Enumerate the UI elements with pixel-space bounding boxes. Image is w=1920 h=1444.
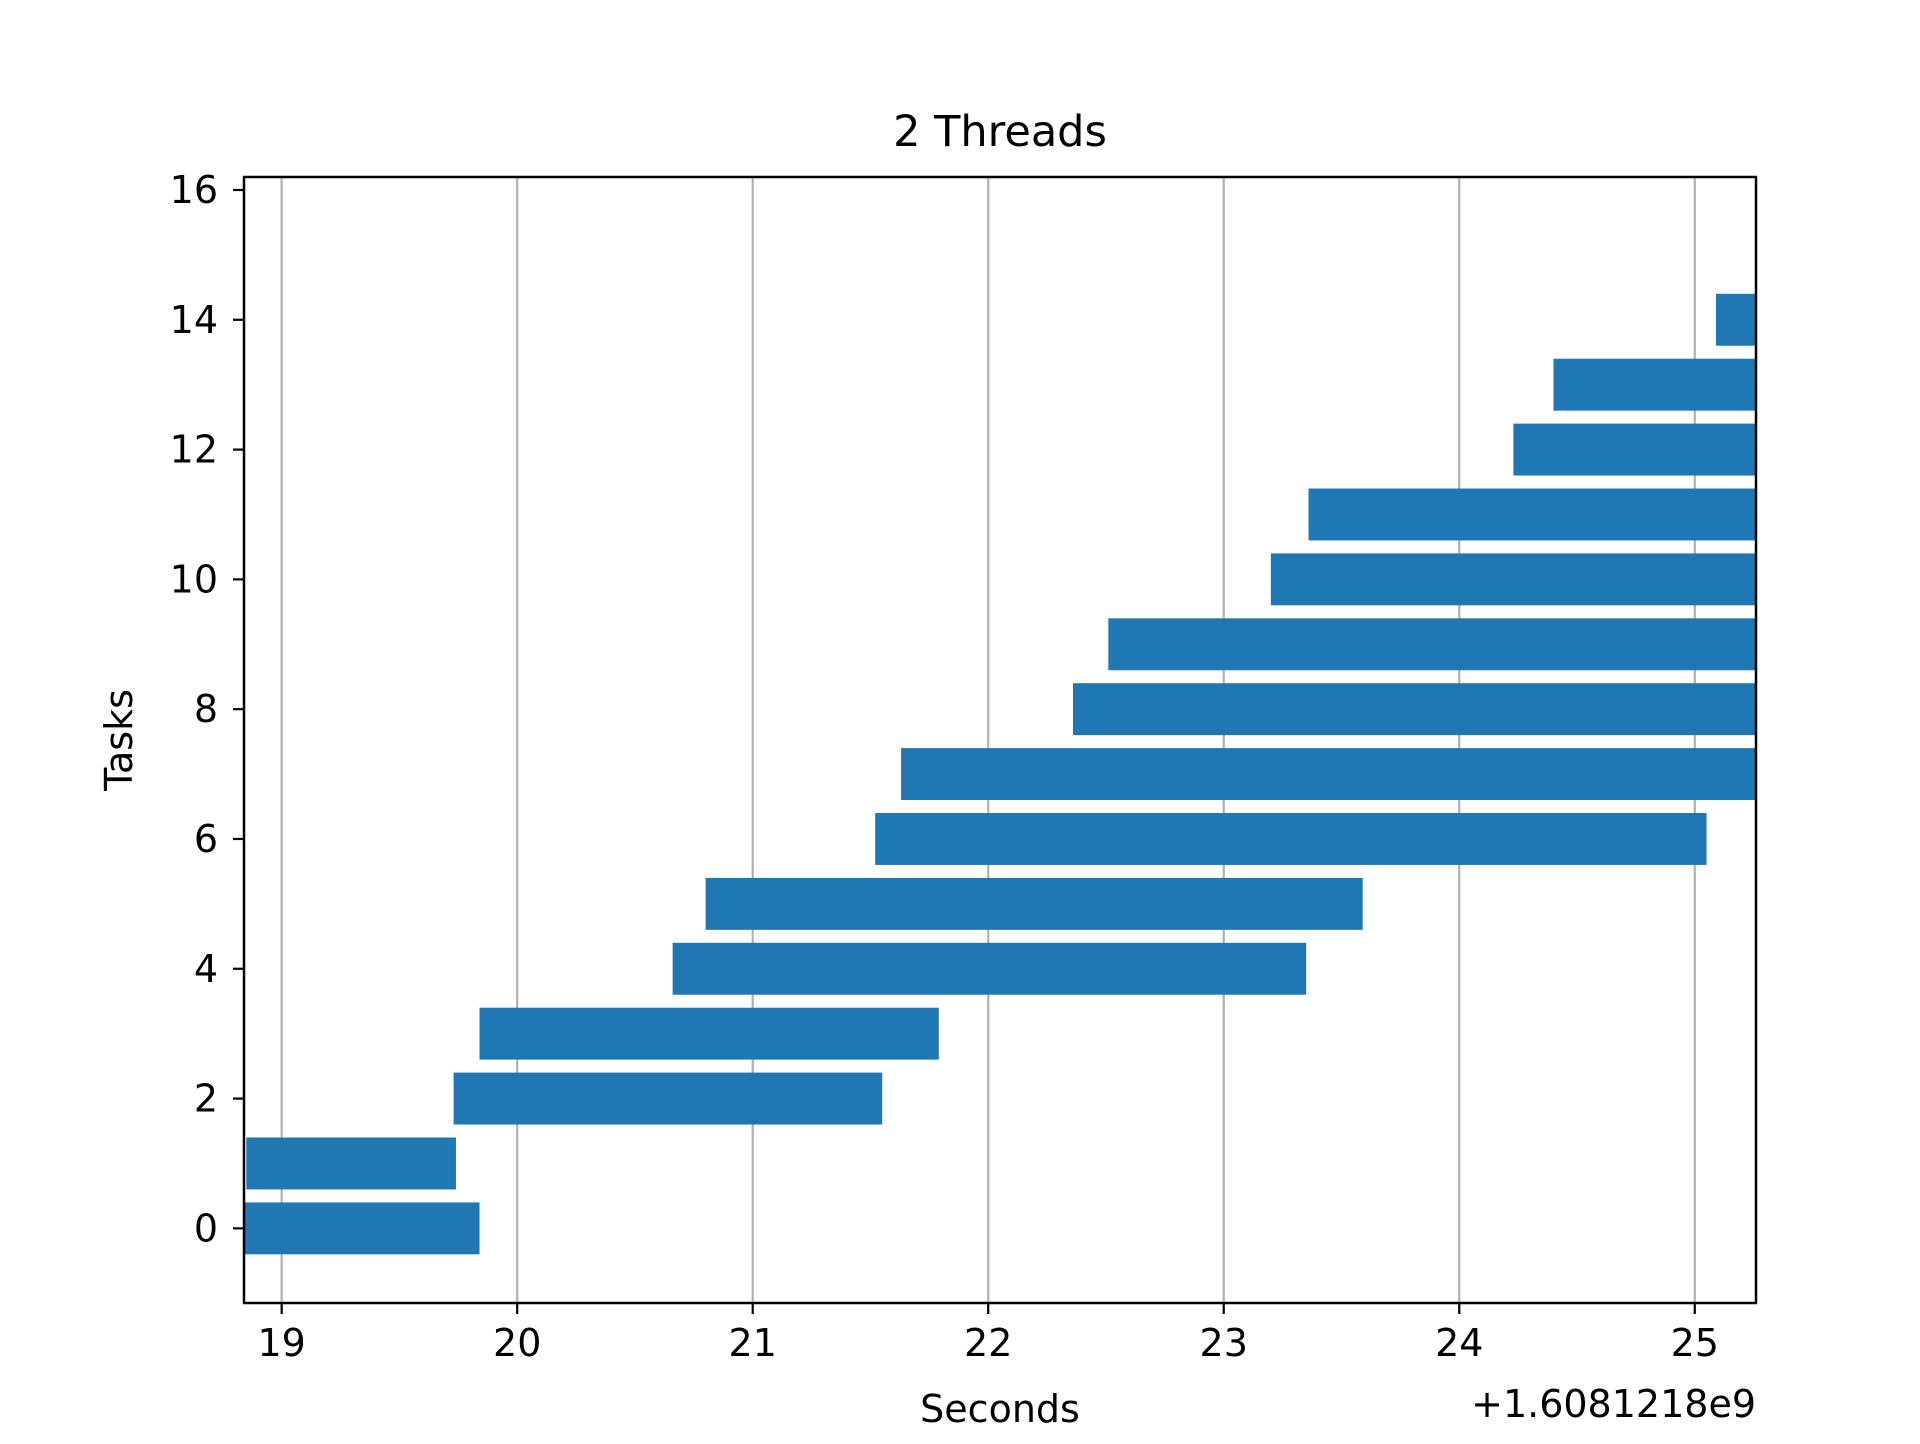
bar-task-7	[901, 748, 1756, 801]
y-tick-label: 10	[170, 557, 218, 601]
x-axis-offset-label: +1.6081218e9	[1471, 1382, 1756, 1426]
bar-task-13	[1553, 358, 1756, 411]
bar-task-2	[453, 1072, 883, 1125]
bar-series	[244, 293, 1756, 1255]
bar-task-1	[246, 1137, 456, 1190]
x-tick-label: 21	[729, 1321, 777, 1365]
plot-frame	[242, 175, 1758, 1305]
y-tick-label: 4	[194, 947, 218, 991]
y-tick-label: 2	[194, 1077, 218, 1121]
y-tick-label: 8	[194, 687, 218, 731]
y-tick-label: 12	[170, 428, 218, 472]
y-tick-label: 6	[194, 817, 218, 861]
bar-task-14	[1715, 293, 1756, 346]
bar-task-4	[672, 942, 1307, 995]
grid-lines	[280, 177, 1696, 1303]
x-tick-label: 19	[258, 1321, 306, 1365]
y-tick-label: 0	[194, 1206, 218, 1250]
bar-task-6	[875, 813, 1707, 865]
x-tick-label: 23	[1200, 1321, 1248, 1365]
bar-task-11	[1308, 488, 1756, 541]
x-tick-label: 22	[964, 1321, 1012, 1365]
bar-task-9	[1108, 618, 1756, 671]
x-axis-label: Seconds	[920, 1387, 1080, 1431]
y-tick-label: 16	[170, 168, 218, 212]
bar-task-10	[1270, 553, 1756, 606]
bar-task-0	[244, 1202, 480, 1255]
chart-title: 2 Threads	[893, 107, 1107, 157]
bar-task-8	[1073, 683, 1756, 736]
bar-task-3	[479, 1007, 939, 1060]
x-tick-label: 24	[1435, 1321, 1483, 1365]
x-tick-label: 25	[1671, 1321, 1719, 1365]
y-axis-label: Tasks	[97, 689, 141, 792]
x-tick-label: 20	[493, 1321, 541, 1365]
y-tick-label: 14	[170, 298, 218, 342]
bar-task-5	[705, 877, 1363, 930]
bar-task-12	[1513, 423, 1756, 476]
